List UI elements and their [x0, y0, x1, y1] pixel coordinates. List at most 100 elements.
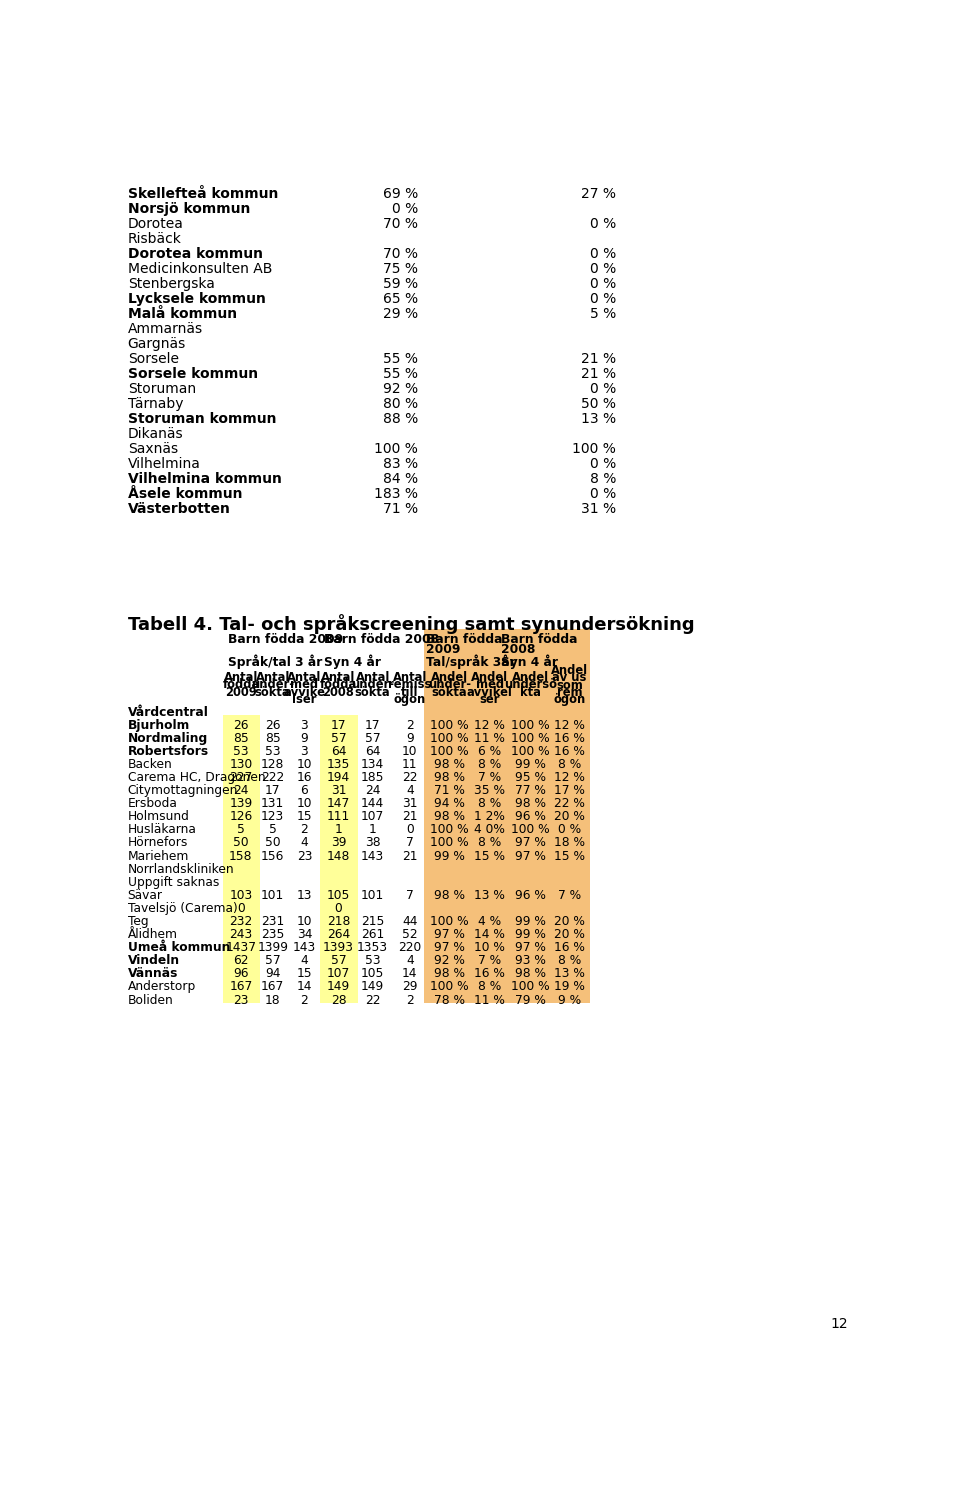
Bar [223, 911, 259, 924]
Bar [423, 990, 590, 1003]
Text: 16 %: 16 % [554, 941, 585, 954]
Text: 99 %: 99 % [516, 915, 546, 927]
Text: Sävar: Sävar [128, 889, 163, 902]
Text: 17: 17 [331, 719, 347, 732]
Text: Carema HC, Dragonen: Carema HC, Dragonen [128, 771, 265, 784]
Text: 31: 31 [402, 798, 418, 810]
Text: 8 %: 8 % [589, 473, 616, 486]
Text: Malå kommun: Malå kommun [128, 307, 237, 321]
Text: 23: 23 [297, 850, 312, 863]
Text: 134: 134 [361, 757, 384, 771]
Bar [223, 793, 259, 807]
Text: 53: 53 [233, 746, 249, 757]
Text: 8 %: 8 % [478, 836, 501, 850]
Text: Antal: Antal [393, 671, 427, 684]
Text: 0: 0 [237, 902, 245, 915]
Text: 13 %: 13 % [474, 889, 505, 902]
Text: 12 %: 12 % [554, 719, 585, 732]
Text: 19 %: 19 % [554, 981, 585, 993]
Text: 111: 111 [327, 810, 350, 823]
Text: 64: 64 [331, 746, 347, 757]
Bar [423, 977, 590, 990]
Text: 156: 156 [261, 850, 284, 863]
Text: 100 %: 100 % [430, 823, 468, 836]
Text: 10: 10 [297, 915, 312, 927]
Text: Medicinkonsulten AB: Medicinkonsulten AB [128, 262, 272, 276]
Text: Norrlandskliniken: Norrlandskliniken [128, 863, 234, 875]
Bar [320, 768, 358, 780]
Text: 92 %: 92 % [434, 954, 465, 968]
Text: Storuman: Storuman [128, 382, 196, 395]
Text: 139: 139 [229, 798, 252, 810]
Text: 92 %: 92 % [383, 382, 419, 395]
Text: 59 %: 59 % [383, 277, 419, 291]
Text: 135: 135 [326, 757, 350, 771]
Text: 5: 5 [237, 823, 245, 836]
Text: 77 %: 77 % [516, 784, 546, 798]
Text: 16 %: 16 % [554, 732, 585, 746]
Text: 0 %: 0 % [589, 262, 616, 276]
Bar [320, 741, 358, 754]
Text: 17: 17 [365, 719, 380, 732]
Bar [320, 990, 358, 1003]
Bar [423, 924, 590, 938]
Text: 0 %: 0 % [589, 292, 616, 306]
Text: 16: 16 [297, 771, 312, 784]
Text: Antal: Antal [322, 671, 356, 684]
Text: 13: 13 [297, 889, 312, 902]
Text: 28: 28 [331, 993, 347, 1006]
Text: 185: 185 [361, 771, 384, 784]
Text: Saxnäs: Saxnäs [128, 441, 178, 456]
Text: Antal: Antal [255, 671, 290, 684]
Text: 96 %: 96 % [516, 889, 546, 902]
Text: till: till [401, 686, 419, 699]
Text: 57: 57 [331, 954, 347, 968]
Text: 7 %: 7 % [558, 889, 581, 902]
Text: 183 %: 183 % [374, 488, 419, 501]
Text: 130: 130 [229, 757, 252, 771]
Text: 39: 39 [331, 836, 347, 850]
Bar [423, 832, 590, 845]
Text: 5: 5 [269, 823, 276, 836]
Text: Andel: Andel [431, 671, 468, 684]
Text: 8 %: 8 % [558, 954, 581, 968]
Text: sökta: sökta [355, 686, 391, 699]
Bar [320, 820, 358, 832]
Text: 99 %: 99 % [434, 850, 465, 863]
Bar [223, 938, 259, 950]
Text: Gargnäs: Gargnäs [128, 337, 186, 350]
Text: 100 %: 100 % [512, 719, 550, 732]
Text: 70 %: 70 % [383, 246, 419, 261]
Text: under-: under- [428, 678, 470, 692]
Text: Norsjö kommun: Norsjö kommun [128, 201, 251, 216]
Bar [423, 898, 590, 911]
Bar [423, 938, 590, 950]
Text: Lycksele kommun: Lycksele kommun [128, 292, 266, 306]
Text: 128: 128 [261, 757, 284, 771]
Text: 7: 7 [406, 836, 414, 850]
Text: Syn 4 år: Syn 4 år [324, 655, 381, 668]
Bar [423, 950, 590, 963]
Text: 84 %: 84 % [383, 473, 419, 486]
Text: 97 %: 97 % [434, 927, 465, 941]
Text: 27 %: 27 % [581, 186, 616, 201]
Bar [423, 820, 590, 832]
Text: 3: 3 [300, 746, 308, 757]
Text: 35 %: 35 % [474, 784, 505, 798]
Text: avvikel: avvikel [467, 686, 513, 699]
Text: 31: 31 [331, 784, 347, 798]
Text: 144: 144 [361, 798, 384, 810]
Bar [223, 924, 259, 938]
Text: 0 %: 0 % [558, 823, 581, 836]
Text: 100 %: 100 % [430, 915, 468, 927]
Text: Vilhelmina kommun: Vilhelmina kommun [128, 473, 281, 486]
Text: 15: 15 [297, 968, 312, 981]
Bar [223, 950, 259, 963]
Text: 64: 64 [365, 746, 380, 757]
Text: 98 %: 98 % [434, 810, 465, 823]
Text: 50: 50 [233, 836, 249, 850]
Text: Ålidhem: Ålidhem [128, 927, 178, 941]
Text: 107: 107 [361, 810, 384, 823]
Bar [320, 714, 358, 728]
Text: Ammarnäs: Ammarnäs [128, 322, 203, 335]
